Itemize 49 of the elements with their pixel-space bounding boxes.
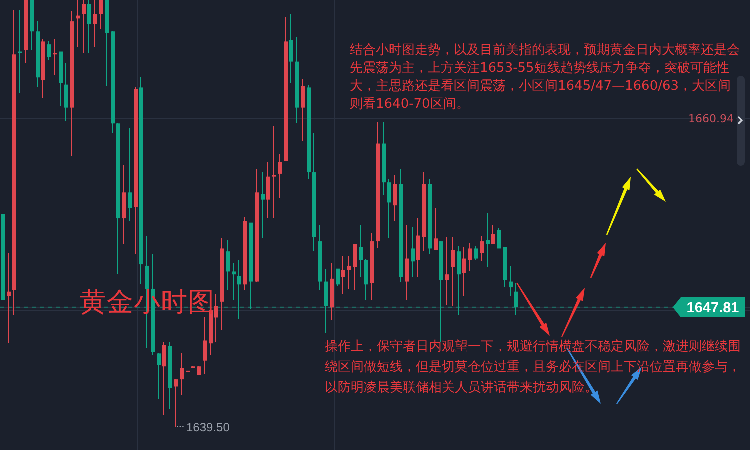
candlestick (289, 14, 293, 84)
candlestick (474, 245, 478, 261)
candlestick (174, 379, 178, 428)
candlestick (87, 0, 91, 54)
candlestick (180, 353, 184, 396)
candlestick (232, 262, 236, 301)
candlestick (451, 236, 455, 307)
candlestick (47, 41, 51, 61)
candlestick (341, 255, 345, 296)
candlestick (497, 228, 501, 250)
annotation: 1639.50 (186, 420, 230, 434)
candlestick (434, 208, 438, 251)
candlestick (486, 212, 490, 268)
candlestick (203, 317, 207, 374)
candlestick (266, 162, 270, 220)
candlestick (457, 245, 461, 316)
candlestick (445, 236, 449, 306)
y-tick-label: 1647.81 (686, 300, 740, 317)
candlestick (480, 235, 484, 262)
candlestick (393, 174, 397, 222)
candlestick (53, 38, 57, 76)
candlestick (491, 225, 495, 245)
candlestick (272, 126, 276, 220)
candlestick (226, 240, 230, 291)
candlestick (261, 172, 265, 240)
candlestick (99, 0, 103, 30)
candlestick (157, 353, 161, 400)
candlestick (128, 127, 132, 222)
candlestick (347, 255, 351, 290)
candlestick (411, 226, 415, 278)
y-tick-label: 1660.94 (688, 112, 734, 126)
candlestick (93, 0, 97, 48)
candlestick (353, 244, 357, 291)
candlestick (514, 282, 518, 316)
candlestick (162, 342, 166, 416)
annotation: 结合小时图走势，以及目前美指的表现，预期黄金日内大概率还是会先震荡为主，上方关注1653-55短线趋势线压力争夺，突破可能性大，主思路还是看区间震荡，小区间1645/47—1660/63，大区间则看1640-70区间。 (350, 42, 740, 112)
candlestick (336, 268, 340, 287)
candlestick (359, 225, 363, 278)
candlestick (278, 153, 282, 199)
candlestick (301, 78, 305, 142)
candlestick (387, 179, 391, 240)
candlestick (237, 260, 241, 320)
candlestick (405, 225, 409, 301)
candlestick (64, 62, 68, 122)
candlestick (82, 0, 86, 54)
candlestick (462, 246, 466, 297)
candlestick (7, 252, 11, 344)
candlestick (468, 242, 472, 272)
candlestick (509, 265, 513, 297)
